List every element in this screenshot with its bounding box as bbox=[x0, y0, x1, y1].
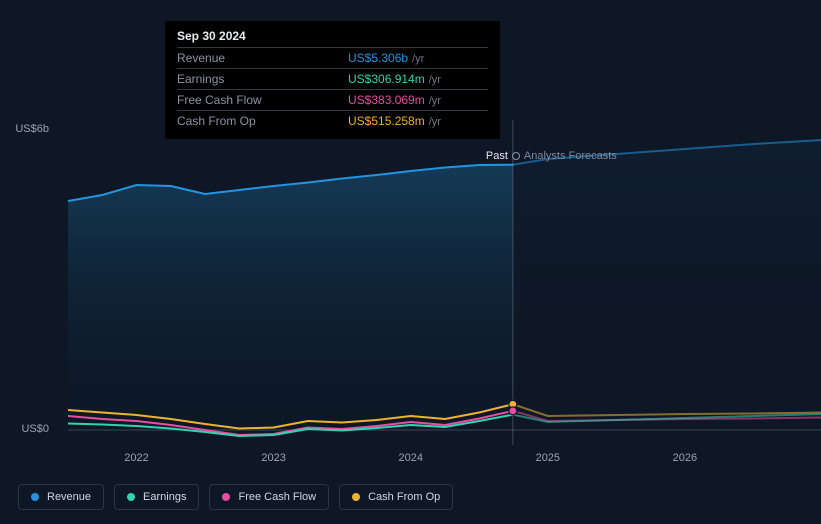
tooltip-row-unit: /yr bbox=[429, 95, 441, 107]
legend-item-cashop[interactable]: Cash From Op bbox=[339, 484, 453, 510]
x-axis-label: 2025 bbox=[536, 452, 560, 464]
legend-item-earnings[interactable]: Earnings bbox=[114, 484, 199, 510]
legend-item-label: Earnings bbox=[143, 491, 186, 503]
y-axis-label: US$6b bbox=[15, 123, 49, 135]
tooltip-row: Free Cash Flow US$383.069m/yr bbox=[177, 90, 488, 111]
chart-legend: Revenue Earnings Free Cash Flow Cash From O… bbox=[18, 484, 453, 510]
legend-dot-icon bbox=[222, 493, 230, 501]
legend-item-revenue[interactable]: Revenue bbox=[18, 484, 104, 510]
tooltip-rows: Revenue US$5.306b/yr Earnings US$306.914m/y… bbox=[177, 48, 488, 131]
legend-item-fcf[interactable]: Free Cash Flow bbox=[209, 484, 329, 510]
tooltip-row: Earnings US$306.914m/yr bbox=[177, 69, 488, 90]
past-label: Past bbox=[486, 150, 508, 162]
forecast-dot-icon bbox=[512, 152, 520, 160]
x-axis-label: 2022 bbox=[124, 452, 148, 464]
tooltip-row-label: Revenue bbox=[177, 51, 225, 65]
x-axis-label: 2024 bbox=[398, 452, 422, 464]
x-axis-label: 2023 bbox=[261, 452, 285, 464]
tooltip-row-value: US$306.914m bbox=[348, 72, 425, 86]
legend-dot-icon bbox=[127, 493, 135, 501]
tooltip-row-label: Free Cash Flow bbox=[177, 93, 262, 107]
past-forecast-label: Past Analysts Forecasts bbox=[486, 150, 617, 162]
y-axis-label: US$0 bbox=[21, 423, 49, 435]
tooltip-row-value: US$383.069m bbox=[348, 93, 425, 107]
forecast-label: Analysts Forecasts bbox=[524, 150, 617, 162]
chart-tooltip: Sep 30 2024 Revenue US$5.306b/yr Earnings U… bbox=[165, 21, 500, 139]
tooltip-title: Sep 30 2024 bbox=[177, 29, 488, 48]
tooltip-row-unit: /yr bbox=[412, 53, 424, 65]
x-axis-label: 2026 bbox=[673, 452, 697, 464]
legend-item-label: Free Cash Flow bbox=[238, 491, 316, 503]
legend-item-label: Revenue bbox=[47, 491, 91, 503]
legend-item-label: Cash From Op bbox=[368, 491, 440, 503]
tooltip-row-label: Earnings bbox=[177, 72, 224, 86]
legend-dot-icon bbox=[31, 493, 39, 501]
tooltip-row-value: US$5.306b bbox=[348, 51, 408, 65]
tooltip-row-unit: /yr bbox=[429, 74, 441, 86]
tooltip-row-value: US$515.258m bbox=[348, 114, 425, 128]
legend-dot-icon bbox=[352, 493, 360, 501]
tooltip-row: Revenue US$5.306b/yr bbox=[177, 48, 488, 69]
tooltip-row-label: Cash From Op bbox=[177, 114, 256, 128]
tooltip-row: Cash From Op US$515.258m/yr bbox=[177, 111, 488, 131]
tooltip-row-unit: /yr bbox=[429, 116, 441, 128]
